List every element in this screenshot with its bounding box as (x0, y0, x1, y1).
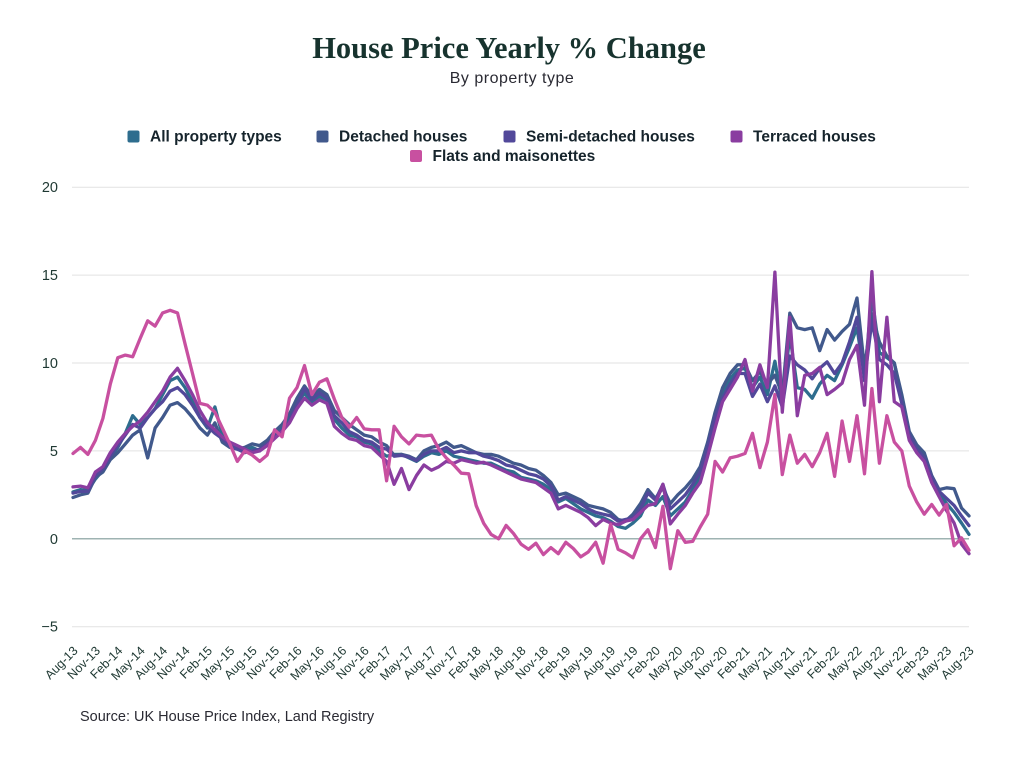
svg-text:20: 20 (42, 180, 58, 196)
svg-text:10: 10 (42, 356, 58, 372)
svg-text:−5: −5 (41, 620, 58, 636)
svg-text:House Price Yearly % Change: House Price Yearly % Change (312, 31, 706, 65)
svg-text:Terraced houses: Terraced houses (753, 129, 876, 146)
svg-text:Flats and maisonettes: Flats and maisonettes (433, 148, 596, 165)
svg-text:15: 15 (42, 268, 58, 284)
svg-text:5: 5 (50, 444, 58, 460)
svg-text:Semi-detached houses: Semi-detached houses (526, 129, 695, 146)
svg-text:0: 0 (50, 532, 58, 548)
svg-text:Detached houses: Detached houses (339, 129, 467, 146)
svg-text:All property types: All property types (150, 129, 282, 146)
svg-text:By property type: By property type (450, 70, 575, 87)
svg-text:Source: UK House Price Index,: Source: UK House Price Index, Land Regis… (80, 709, 375, 725)
